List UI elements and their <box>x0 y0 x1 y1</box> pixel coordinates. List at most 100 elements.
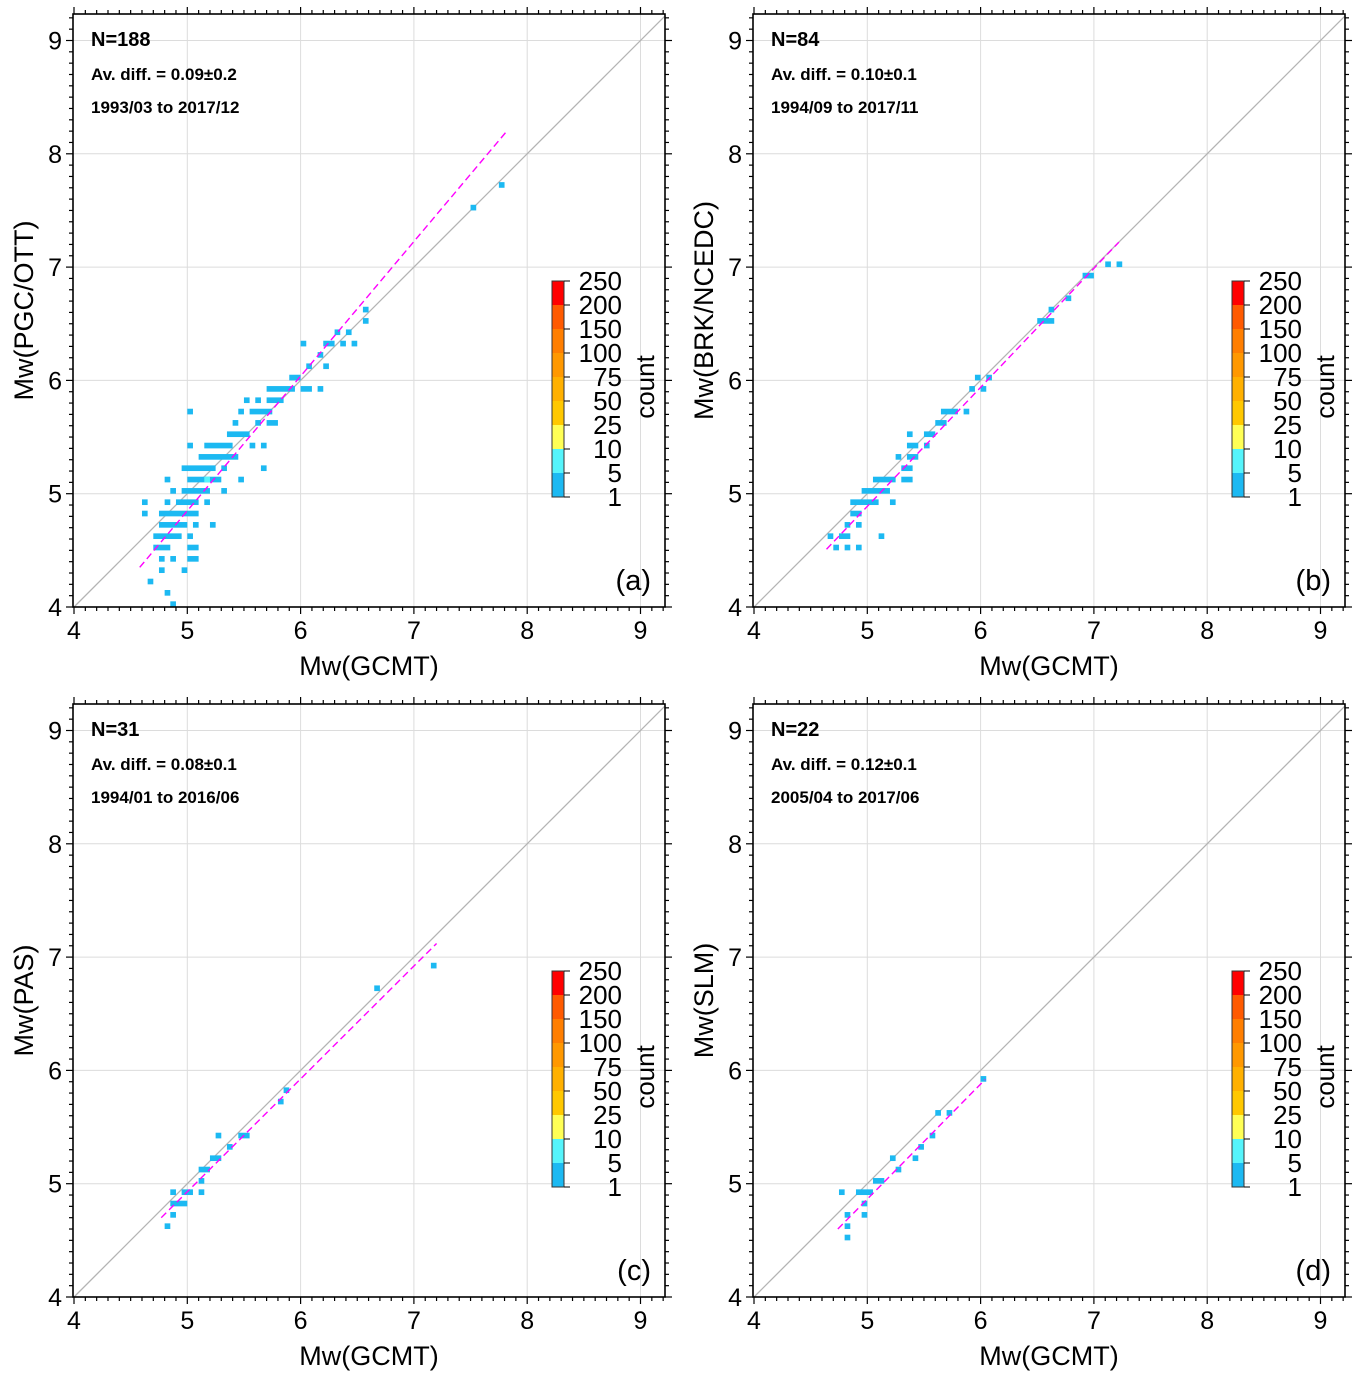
data-cell <box>906 442 919 449</box>
data-cell <box>1082 272 1094 279</box>
data-cell <box>923 442 930 449</box>
date-range: 1993/03 to 2017/12 <box>91 98 239 117</box>
colorbar-tick-label: 50 <box>1273 1076 1302 1106</box>
colorbar-segment <box>552 449 564 473</box>
colorbar-tick-label: 150 <box>1259 314 1302 344</box>
data-cell <box>306 363 312 370</box>
data-cell <box>277 1098 284 1105</box>
colorbar-segment <box>1232 1139 1244 1163</box>
data-cell <box>300 340 307 347</box>
data-cell <box>198 454 239 460</box>
data-cell <box>204 499 210 506</box>
data-cell <box>164 590 171 596</box>
x-tick-label: 7 <box>407 1307 421 1335</box>
data-cell <box>226 431 250 438</box>
colorbar-segment <box>1232 353 1244 377</box>
panel-b: 4 5 6 7 8 9 4 5 6 7 8 9 Mw(GCMT) Mw(BRK/NCEDC) N=84 Av.… <box>689 7 1352 681</box>
regression-line <box>837 1078 986 1230</box>
data-cell <box>1048 306 1055 313</box>
date-range: 1994/01 to 2016/06 <box>91 788 239 807</box>
colorbar-segment <box>552 425 564 449</box>
data-cell <box>266 397 284 404</box>
data-cell <box>872 1178 885 1184</box>
data-cell <box>895 1166 902 1173</box>
x-tick-label: 7 <box>407 617 421 645</box>
data-cell <box>963 408 970 415</box>
colorbar-tick-label: 1 <box>608 1172 622 1202</box>
data-cell <box>334 329 341 336</box>
data-cell <box>901 465 913 472</box>
data-cell <box>912 1155 919 1162</box>
data-cell <box>974 374 981 381</box>
colorbar-tick-label: 75 <box>593 362 622 392</box>
data-cell <box>895 454 902 460</box>
data-cell <box>872 476 896 483</box>
y-tick-label: 9 <box>728 28 742 56</box>
date-range: 2005/04 to 2017/06 <box>771 788 919 807</box>
data-cell <box>498 182 505 188</box>
y-tick-label: 4 <box>728 594 742 622</box>
x-tick-label: 7 <box>1087 617 1101 645</box>
colorbar-segment <box>552 971 564 995</box>
y-tick-label: 8 <box>48 141 62 169</box>
data-cell <box>215 1132 222 1139</box>
data-cell <box>844 544 851 551</box>
colorbar-tick-label: 10 <box>593 434 622 464</box>
y-axis-label: Mw(BRK/NCEDC) <box>689 201 719 420</box>
colorbar-tick-label: 150 <box>579 1004 622 1034</box>
data-cell <box>889 1155 896 1162</box>
colorbar-segment <box>1232 1091 1244 1115</box>
x-tick-label: 6 <box>294 1307 308 1335</box>
colorbar-segment <box>1232 473 1244 497</box>
data-cell <box>170 1189 176 1196</box>
data-cell <box>158 510 199 517</box>
colorbar-tick-label: 150 <box>579 314 622 344</box>
y-tick-label: 7 <box>728 254 742 282</box>
data-cell <box>980 1076 987 1082</box>
colorbar-tick-label: 25 <box>593 410 622 440</box>
y-tick-label: 4 <box>48 594 62 622</box>
data-cell <box>1105 261 1111 268</box>
colorbar-segment <box>1232 995 1244 1019</box>
data-cell <box>187 408 193 415</box>
data-cell <box>164 499 171 506</box>
colorbar-frame <box>551 280 565 498</box>
panel-label: (b) <box>1296 565 1331 597</box>
colorbar-segment <box>552 353 564 377</box>
data-cell <box>844 522 851 528</box>
data-cell-5to10 <box>204 476 210 483</box>
data-cell <box>249 442 256 449</box>
data-cell <box>170 488 176 494</box>
y-axis-label: Mw(PGC/OTT) <box>9 221 39 401</box>
data-cell <box>255 397 261 404</box>
data-cell <box>181 465 216 472</box>
data-cell <box>362 318 369 324</box>
sample-count: N=31 <box>91 719 139 741</box>
colorbar-tick-label: 5 <box>1288 1148 1302 1178</box>
data-cell <box>153 544 171 551</box>
colorbar-tick-label: 200 <box>579 980 622 1010</box>
colorbar-segment <box>552 401 564 425</box>
colorbar-segment <box>1232 449 1244 473</box>
data-cell <box>158 556 165 562</box>
colorbar-tick-label: 25 <box>1273 1100 1302 1130</box>
x-tick-label: 8 <box>1200 617 1214 645</box>
data-cell <box>923 431 936 438</box>
data-cell <box>833 544 839 551</box>
y-tick-label: 9 <box>48 28 62 56</box>
data-cell <box>980 386 987 392</box>
colorbar-tick-label: 50 <box>1273 386 1302 416</box>
y-tick-label: 5 <box>48 1171 62 1199</box>
data-cell <box>861 488 890 494</box>
data-cell <box>889 499 896 506</box>
colorbar-tick-label: 5 <box>608 1148 622 1178</box>
y-axis-label: Mw(SLM) <box>689 943 719 1059</box>
colorbar-label: count <box>1310 1044 1340 1108</box>
y-tick-label: 8 <box>728 141 742 169</box>
data-cell <box>850 510 862 517</box>
x-axis-label: Mw(GCMT) <box>979 1341 1118 1371</box>
colorbar-segment <box>552 1115 564 1139</box>
data-cell <box>266 386 295 392</box>
colorbar-tick-label: 50 <box>593 1076 622 1106</box>
